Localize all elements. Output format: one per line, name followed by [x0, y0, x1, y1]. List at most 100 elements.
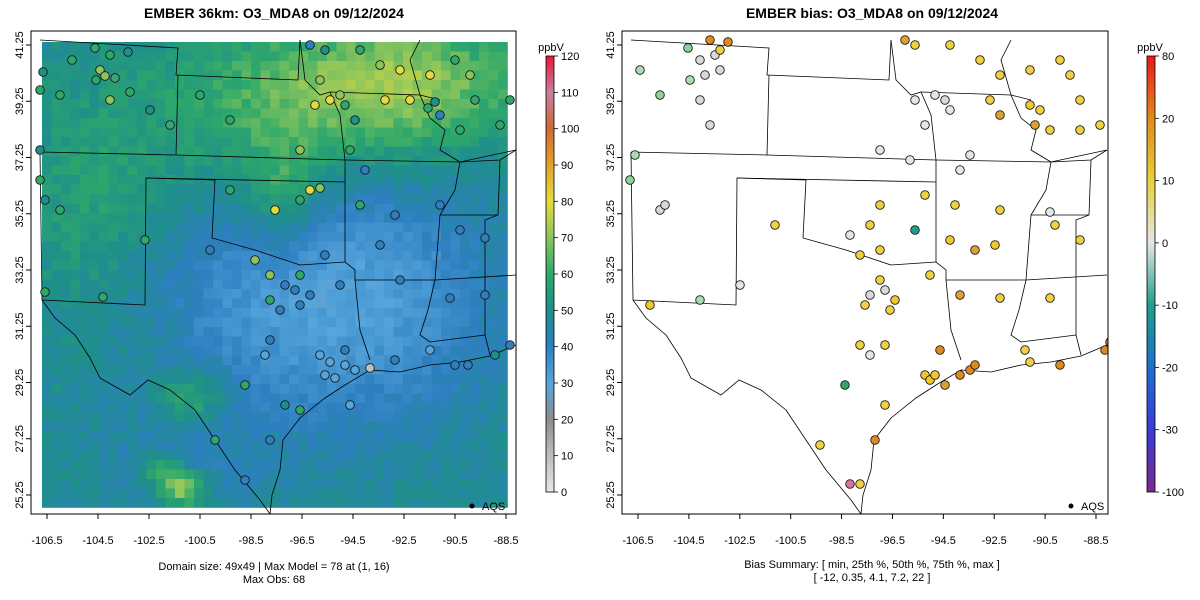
left-y-tick-label: 35.25 [14, 200, 26, 228]
left-x-tick-label: -90.5 [442, 535, 467, 547]
bias-site-marker [930, 90, 940, 100]
left-colorbar-tick-label: 20 [561, 414, 573, 426]
bias-site-marker [1045, 125, 1055, 135]
left-colorbar-tick-label: 120 [561, 51, 579, 63]
bias-site-marker [715, 65, 725, 75]
right-x-tick-label: -96.5 [880, 535, 905, 547]
aqs-legend-marker [1068, 503, 1074, 509]
bias-site-marker [920, 190, 930, 200]
aqs-site-marker [310, 100, 320, 110]
right-colorbar-tick-label: -30 [1162, 425, 1178, 437]
aqs-site-marker [480, 233, 490, 243]
bias-site-marker [1045, 207, 1055, 217]
state-borders [39, 39, 516, 514]
aqs-site-marker [350, 365, 360, 375]
aqs-site-marker [380, 95, 390, 105]
bias-site-marker [990, 240, 1000, 250]
aqs-legend-label: AQS [482, 501, 505, 513]
bias-site-marker [880, 285, 890, 295]
aqs-site-marker [280, 400, 290, 410]
aqs-site-marker [375, 240, 385, 250]
left-y-tick-label: 25.25 [14, 481, 26, 509]
aqs-site-marker [250, 255, 260, 265]
aqs-site-marker [330, 373, 340, 383]
left-x-tick-label: -96.5 [289, 535, 314, 547]
left-y-tick-label: 33.25 [14, 256, 26, 284]
aqs-site-marker [390, 210, 400, 220]
aqs-site-marker [295, 195, 305, 205]
aqs-site-marker [365, 363, 375, 373]
aqs-site-marker [295, 405, 305, 415]
aqs-site-marker [91, 75, 101, 85]
right-y-tick-label: 41.25 [605, 31, 617, 59]
aqs-site-marker [210, 435, 220, 445]
bias-site-marker [995, 70, 1005, 80]
bias-summary-caption: Bias Summary: [ min, 25th %, 50th %, 75t… [744, 559, 1000, 571]
bias-observation-sites [625, 35, 1108, 489]
left-x-tick-label: -106.5 [31, 535, 62, 547]
bias-site-marker [865, 350, 875, 360]
bias-site-marker [970, 360, 980, 370]
bias-site-marker [920, 120, 930, 130]
right-x-tick-label: -102.5 [724, 535, 755, 547]
aqs-site-marker [280, 280, 290, 290]
aqs-site-marker [405, 95, 415, 105]
bias-site-marker [865, 220, 875, 230]
left-x-tick-label: -92.5 [391, 535, 416, 547]
right-colorbar-ramp [1146, 55, 1156, 493]
left-colorbar-tick-label: 30 [561, 378, 573, 390]
aqs-site-marker [270, 205, 280, 215]
bias-site-marker [865, 290, 875, 300]
bias-site-marker [685, 75, 695, 85]
left-colorbar-tick-label: 70 [561, 233, 573, 245]
bias-site-marker [770, 220, 780, 230]
left-colorbar-tick-label: 40 [561, 342, 573, 354]
bias-site-marker [1065, 70, 1075, 80]
bias-site-marker [880, 340, 890, 350]
right-colorbar-tick-label: -100 [1162, 487, 1184, 499]
bias-site-marker [1035, 105, 1045, 115]
right-x-tick-label: -100.5 [775, 535, 806, 547]
aqs-site-marker [240, 475, 250, 485]
aqs-site-marker [450, 360, 460, 370]
left-y-tick-label: 27.25 [14, 425, 26, 453]
aqs-site-marker [345, 145, 355, 155]
aqs-site-marker [145, 105, 155, 115]
left-x-tick-label: -98.5 [238, 535, 263, 547]
left-y-tick-label: 29.25 [14, 369, 26, 397]
bias-site-marker [1025, 357, 1035, 367]
bias-site-marker [855, 479, 865, 489]
aqs-site-marker [465, 70, 475, 80]
aqs-site-marker [55, 205, 65, 215]
aqs-site-marker [340, 345, 350, 355]
bias-site-marker [950, 200, 960, 210]
left-colorbar-tick-label: 60 [561, 269, 573, 281]
bias-site-marker [845, 230, 855, 240]
aqs-site-marker [505, 340, 515, 350]
bias-site-marker [945, 105, 955, 115]
bias-site-marker [970, 245, 980, 255]
bias-site-marker [1030, 120, 1040, 130]
aqs-site-marker [340, 360, 350, 370]
right-colorbar-tick-label: -10 [1162, 300, 1178, 312]
aqs-site-marker [125, 87, 135, 97]
aqs-site-marker [290, 285, 300, 295]
bias-site-marker [1050, 220, 1060, 230]
bias-site-marker [1025, 100, 1035, 110]
aqs-site-marker [395, 275, 405, 285]
bias-site-marker [900, 35, 910, 45]
left-colorbar-ramp [545, 55, 555, 493]
aqs-observation-sites [35, 40, 515, 485]
aqs-site-marker [435, 200, 445, 210]
aqs-site-marker [295, 270, 305, 280]
aqs-site-marker [505, 95, 515, 105]
bias-site-marker [870, 435, 880, 445]
bias-site-marker [655, 90, 665, 100]
bias-site-marker [995, 110, 1005, 120]
max-obs-caption: Max Obs: 68 [243, 574, 305, 586]
right-colorbar-tick-label: 10 [1162, 176, 1174, 188]
bias-site-marker [910, 225, 920, 235]
aqs-site-marker [315, 75, 325, 85]
aqs-site-marker [495, 120, 505, 130]
left-x-tick-label: -94.5 [340, 535, 365, 547]
